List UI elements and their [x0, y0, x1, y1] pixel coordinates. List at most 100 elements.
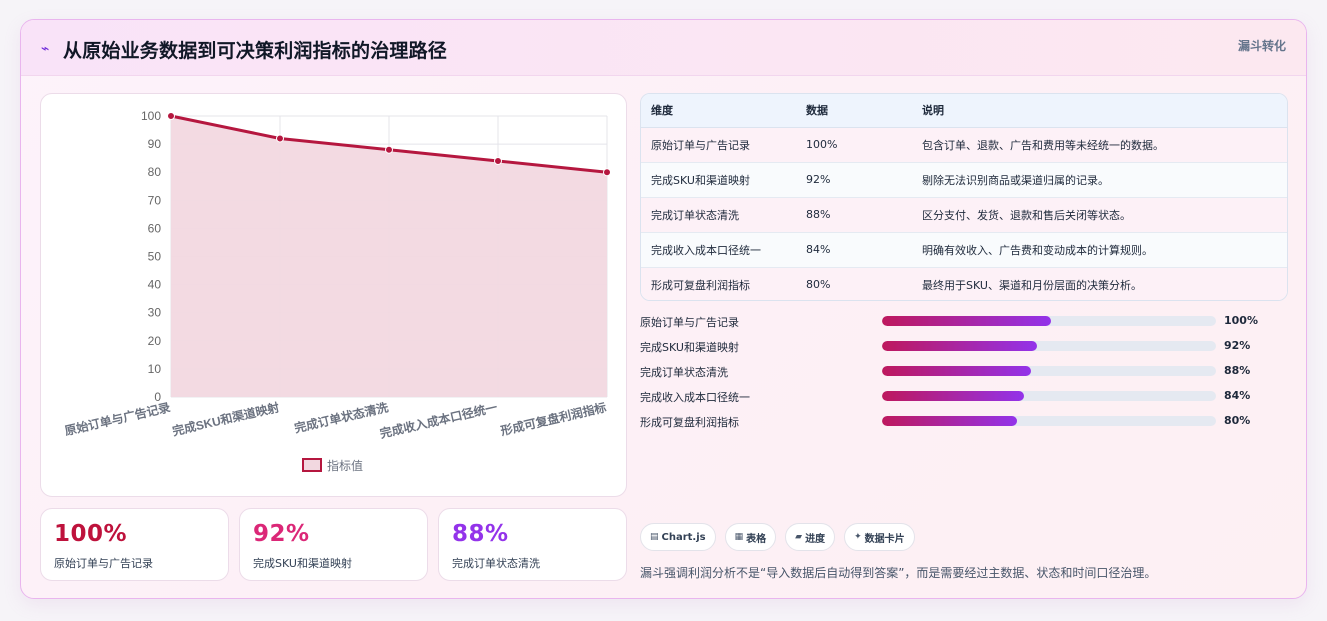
- progress-label: 完成SKU和渠道映射: [640, 341, 739, 354]
- progress-label: 完成收入成本口径统一: [640, 391, 750, 404]
- table-cell: 80%: [806, 278, 831, 292]
- y-tick-label: 90: [148, 137, 162, 151]
- table-row: 完成SKU和渠道映射 92% 剔除无法识别商品或渠道归属的记录。: [641, 162, 1287, 198]
- progress-row: 完成订单状态清洗 88%: [640, 361, 1288, 386]
- progress-track: [882, 341, 1216, 351]
- feature-chips: ▤ Chart.js ▦ 表格 ▰ 进度 ✦ 数据卡片: [640, 523, 915, 551]
- progress-track: [882, 316, 1216, 326]
- table-cell: 100%: [796, 127, 912, 163]
- column-header: 维度: [641, 94, 796, 128]
- table-cell: 完成订单状态清洗: [641, 197, 796, 233]
- table-cell: 完成SKU和渠道映射: [641, 162, 796, 198]
- x-tick-label: 原始订单与广告记录: [63, 399, 172, 438]
- x-tick-label: 完成SKU和渠道映射: [171, 399, 281, 438]
- y-tick-label: 50: [148, 250, 162, 264]
- data-point: [167, 112, 175, 120]
- table-cell: 84%: [796, 232, 912, 268]
- card-badge: 漏斗转化: [1237, 39, 1286, 53]
- table-cell: 明确有效收入、广告费和变动成本的计算规则。: [912, 232, 1287, 268]
- y-tick-label: 10: [148, 362, 162, 376]
- progress-track: [882, 366, 1216, 376]
- progress-track: [882, 416, 1216, 426]
- stat-value: 92%: [253, 521, 310, 547]
- stat-label: 原始订单与广告记录: [54, 557, 153, 570]
- chip-data-card[interactable]: ✦ 数据卡片: [844, 523, 915, 551]
- chip-progress[interactable]: ▰ 进度: [785, 523, 836, 551]
- table-cell: 最终用于SKU、渠道和月份层面的决策分析。: [922, 278, 1142, 292]
- stat-label: 完成订单状态清洗: [452, 557, 540, 570]
- chip-label: 表格: [746, 533, 767, 545]
- y-tick-label: 0: [154, 390, 161, 404]
- chip-label: Chart.js: [661, 531, 706, 543]
- stat-value: 88%: [452, 521, 509, 547]
- data-table: 维度 数据 说明 原始订单与广告记录 100% 包含订单、退款、广告和费用等未经…: [640, 93, 1288, 301]
- progress-fill: [882, 366, 1031, 376]
- table-cell: 完成收入成本口径统一: [641, 232, 796, 268]
- progress-label: 原始订单与广告记录: [640, 316, 739, 329]
- stat-card-1: 100% 原始订单与广告记录: [40, 508, 229, 581]
- table-cell: 包含订单、退款、广告和费用等未经统一的数据。: [912, 127, 1287, 163]
- progress-label: 形成可复盘利润指标: [640, 416, 739, 429]
- column-header: 说明: [912, 94, 1287, 128]
- progress-value: 84%: [1224, 389, 1251, 402]
- funnel-card: ⌁ 从原始业务数据到可决策利润指标的治理路径 漏斗转化 0 10 20 30 40 50 6…: [20, 19, 1307, 599]
- chip-table[interactable]: ▦ 表格: [724, 523, 777, 551]
- progress-row: 原始订单与广告记录 100%: [640, 311, 1288, 336]
- card-title: 从原始业务数据到可决策利润指标的治理路径: [63, 40, 448, 62]
- table-row: 完成收入成本口径统一 84% 明确有效收入、广告费和变动成本的计算规则。: [641, 232, 1287, 268]
- data-card-icon: ✦: [854, 532, 862, 542]
- table-row: 完成订单状态清洗 88% 区分支付、发货、退款和售后关闭等状态。: [641, 197, 1287, 233]
- stat-card-3: 88% 完成订单状态清洗: [438, 508, 627, 581]
- table-cell: 剔除无法识别商品或渠道归属的记录。: [912, 162, 1287, 198]
- stat-label: 完成SKU和渠道映射: [253, 557, 352, 570]
- chart-icon: ▤: [650, 532, 659, 542]
- legend-swatch: [302, 458, 322, 472]
- footnote: 漏斗强调利润分析不是“导入数据后自动得到答案”，而是需要经过主数据、状态和时间口…: [640, 566, 1157, 580]
- table-header-row: 维度 数据 说明: [641, 94, 1287, 128]
- progress-value: 92%: [1224, 339, 1251, 352]
- progress-row: 形成可复盘利润指标 80%: [640, 411, 1288, 436]
- progress-fill: [882, 316, 1051, 326]
- progress-value: 100%: [1224, 314, 1258, 327]
- progress-value: 88%: [1224, 364, 1251, 377]
- chart-panel: 0 10 20 30 40 50 60 70 80 90 100 原始订单与广告记录 完成SKU和渠道映…: [40, 93, 627, 497]
- data-point: [494, 156, 502, 165]
- progress-fill: [882, 341, 1038, 351]
- data-point: [603, 168, 611, 177]
- table-row: 原始订单与广告记录 100% 包含订单、退款、广告和费用等未经统一的数据。: [641, 127, 1287, 163]
- stat-value: 100%: [54, 521, 128, 547]
- sparkline-icon: ⌁: [41, 41, 50, 57]
- progress-value: 80%: [1224, 414, 1251, 427]
- y-tick-label: 40: [148, 278, 162, 292]
- progress-track: [882, 391, 1216, 401]
- table-cell: 区分支付、发货、退款和售后关闭等状态。: [912, 197, 1287, 233]
- y-tick-label: 20: [148, 334, 162, 348]
- y-tick-label: 70: [148, 193, 162, 207]
- x-tick-label: 完成订单状态清洗: [293, 399, 390, 435]
- progress-list: 原始订单与广告记录 100% 完成SKU和渠道映射 92% 完成订单状态清洗 8…: [640, 311, 1288, 436]
- chip-chartjs[interactable]: ▤ Chart.js: [640, 523, 716, 551]
- y-tick-label: 80: [148, 165, 162, 179]
- y-tick-label: 30: [148, 306, 162, 320]
- progress-fill: [882, 391, 1024, 401]
- table-row: 形成可复盘利润指标 80% 最终用于SKU、渠道和月份层面的决策分析。: [641, 267, 1287, 300]
- data-point: [385, 145, 393, 154]
- table-icon: ▦: [734, 532, 744, 542]
- progress-row: 完成收入成本口径统一 84%: [640, 386, 1288, 411]
- table-cell: 原始订单与广告记录: [641, 127, 796, 163]
- chip-label: 进度: [805, 533, 826, 545]
- chip-label: 数据卡片: [864, 533, 905, 545]
- progress-row: 完成SKU和渠道映射 92%: [640, 336, 1288, 361]
- area-fill: [171, 116, 607, 397]
- stat-card-2: 92% 完成SKU和渠道映射: [239, 508, 428, 581]
- table-cell: 92%: [796, 162, 912, 198]
- progress-label: 完成订单状态清洗: [640, 366, 728, 379]
- x-tick-label: 完成收入成本口径统一: [378, 399, 498, 441]
- table-cell: 88%: [796, 197, 912, 233]
- column-header: 数据: [796, 94, 912, 128]
- y-tick-label: 60: [148, 221, 162, 235]
- table-cell: 形成可复盘利润指标: [651, 278, 750, 292]
- x-tick-label: 形成可复盘利润指标: [499, 399, 608, 438]
- legend-label: 指标值: [327, 458, 363, 473]
- funnel-area-chart: 0 10 20 30 40 50 60 70 80 90 100 原始订单与广告记录 完成SKU和渠道映…: [63, 109, 611, 473]
